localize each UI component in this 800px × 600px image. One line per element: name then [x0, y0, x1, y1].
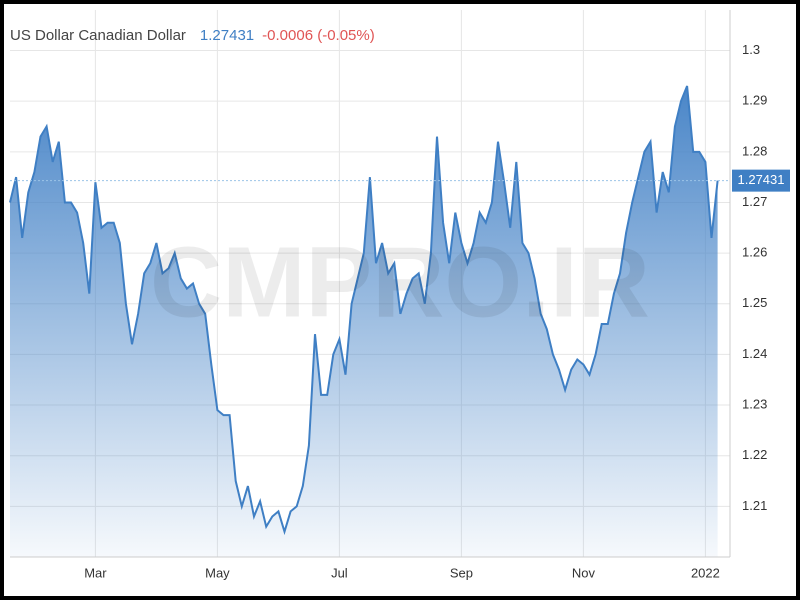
x-tick-label: Jul: [331, 565, 348, 580]
y-tick-label: 1.22: [742, 447, 767, 462]
plot: [9, 85, 730, 557]
area: [10, 85, 718, 557]
x-tick-label: May: [205, 565, 230, 580]
y-tick-label: 1.21: [742, 498, 767, 513]
last-price-label: 1.27431: [738, 172, 785, 187]
x-tick-label: Sep: [450, 565, 473, 580]
y-tick-label: 1.3: [742, 42, 760, 57]
chart-title: US Dollar Canadian Dollar: [10, 27, 186, 44]
y-tick-label: 1.28: [742, 143, 767, 158]
y-tick-label: 1.26: [742, 245, 767, 260]
x-tick-label: Mar: [84, 565, 107, 580]
x-tick-label: 2022: [691, 565, 720, 580]
x-tick-label: Nov: [572, 565, 596, 580]
y-tick-label: 1.27: [742, 194, 767, 209]
y-tick-label: 1.23: [742, 396, 767, 411]
watermark: CMPRO.IR: [150, 226, 650, 338]
y-tick-label: 1.25: [742, 295, 767, 310]
change: -0.0006 (-0.05%): [262, 27, 375, 44]
last-price-box: [732, 169, 790, 192]
line: [9, 85, 719, 536]
y-tick-label: 1.29: [742, 93, 767, 108]
y-tick-label: 1.24: [742, 346, 767, 361]
price: 1.27431: [200, 27, 254, 44]
